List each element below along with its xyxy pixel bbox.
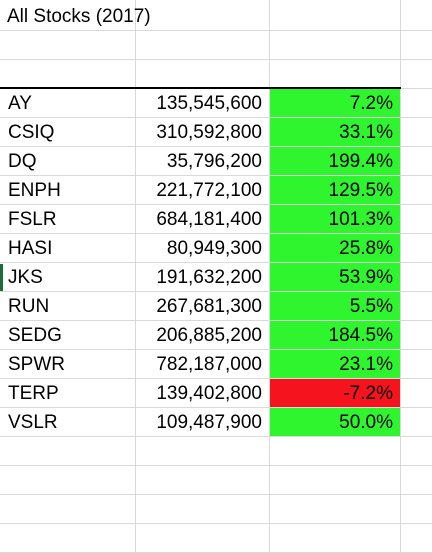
empty-cell[interactable] [401,466,432,495]
empty-cell[interactable] [0,524,136,553]
ticker-cell[interactable]: HASI [0,234,136,263]
table-row: SPWR 782,187,000 23.1% [0,350,432,379]
empty-cell[interactable] [401,524,432,553]
empty-cell[interactable] [0,466,136,495]
return-cell[interactable]: 5.5% [270,292,401,321]
volume-cell[interactable]: 782,187,000 [136,350,270,379]
volume-cell[interactable]: 206,885,200 [136,321,270,350]
table-row: CSIQ 310,592,800 33.1% [0,118,432,147]
sheet-row-empty [0,524,432,553]
empty-cell[interactable] [270,0,401,31]
return-cell[interactable]: 129.5% [270,176,401,205]
ticker-cell[interactable]: TERP [0,379,136,408]
return-cell[interactable]: 101.3% [270,205,401,234]
return-cell[interactable]: 53.9% [270,263,401,292]
empty-cell[interactable] [401,147,432,176]
empty-cell[interactable] [401,495,432,524]
table-row: ENPH 221,772,100 129.5% [0,176,432,205]
table-row: AY 135,545,600 7.2% [0,89,432,118]
sheet-row-title [0,0,432,31]
ticker-cell[interactable]: SPWR [0,350,136,379]
table-row: SEDG 206,885,200 184.5% [0,321,432,350]
empty-cell[interactable] [136,60,270,89]
empty-cell[interactable] [401,118,432,147]
empty-cell[interactable] [0,60,136,89]
sheet-title: All Stocks (2017) [7,6,151,27]
ticker-cell[interactable]: SEDG [0,321,136,350]
sheet-row-empty [0,466,432,495]
empty-cell[interactable] [401,89,432,118]
sheet-row-empty [0,31,432,60]
volume-cell[interactable]: 109,487,900 [136,408,270,437]
empty-cell[interactable] [136,31,270,60]
sheet-row-empty [0,437,432,466]
volume-cell[interactable]: 684,181,400 [136,205,270,234]
empty-cell[interactable] [270,437,401,466]
ticker-cell[interactable]: FSLR [0,205,136,234]
empty-cell[interactable] [136,495,270,524]
sheet-row-empty [0,60,432,89]
empty-cell[interactable] [401,292,432,321]
volume-cell[interactable]: 221,772,100 [136,176,270,205]
volume-cell[interactable]: 139,402,800 [136,379,270,408]
empty-cell[interactable] [401,176,432,205]
table-row: HASI 80,949,300 25.8% [0,234,432,263]
return-cell[interactable]: 23.1% [270,350,401,379]
ticker-cell[interactable]: VSLR [0,408,136,437]
empty-cell[interactable] [401,263,432,292]
title-cell[interactable] [0,0,136,31]
table-row: DQ 35,796,200 199.4% [0,147,432,176]
volume-cell[interactable]: 80,949,300 [136,234,270,263]
empty-cell[interactable] [401,31,432,60]
table-row: FSLR 684,181,400 101.3% [0,205,432,234]
sheet-row-empty [0,495,432,524]
return-cell[interactable]: 50.0% [270,408,401,437]
empty-cell[interactable] [270,466,401,495]
empty-cell[interactable] [401,350,432,379]
empty-cell[interactable] [0,31,136,60]
empty-cell[interactable] [401,0,432,31]
volume-cell[interactable]: 191,632,200 [136,263,270,292]
return-cell[interactable]: 25.8% [270,234,401,263]
empty-cell[interactable] [270,495,401,524]
return-cell[interactable]: 33.1% [270,118,401,147]
empty-cell[interactable] [401,437,432,466]
empty-cell[interactable] [401,321,432,350]
header-bottom-border [0,87,401,89]
table-row: JKS 191,632,200 53.9% [0,263,432,292]
return-cell[interactable]: 199.4% [270,147,401,176]
empty-cell[interactable] [136,0,270,31]
table-row: TERP 139,402,800 -7.2% [0,379,432,408]
ticker-cell[interactable]: RUN [0,292,136,321]
empty-cell[interactable] [270,524,401,553]
selected-row-marker [0,264,3,291]
ticker-cell[interactable]: AY [0,89,136,118]
empty-cell[interactable] [401,205,432,234]
volume-cell[interactable]: 310,592,800 [136,118,270,147]
empty-cell[interactable] [136,524,270,553]
table-row: RUN 267,681,300 5.5% [0,292,432,321]
empty-cell[interactable] [136,466,270,495]
volume-cell[interactable]: 135,545,600 [136,89,270,118]
return-cell[interactable]: 7.2% [270,89,401,118]
empty-cell[interactable] [270,31,401,60]
ticker-cell[interactable]: JKS [0,263,136,292]
empty-cell[interactable] [401,234,432,263]
volume-cell[interactable]: 267,681,300 [136,292,270,321]
ticker-cell[interactable]: CSIQ [0,118,136,147]
empty-cell[interactable] [401,379,432,408]
empty-cell[interactable] [401,60,432,89]
ticker-cell[interactable]: DQ [0,147,136,176]
empty-cell[interactable] [270,60,401,89]
empty-cell[interactable] [0,495,136,524]
volume-cell[interactable]: 35,796,200 [136,147,270,176]
empty-cell[interactable] [136,437,270,466]
return-cell[interactable]: -7.2% [270,379,401,408]
empty-cell[interactable] [0,437,136,466]
ticker-cell[interactable]: ENPH [0,176,136,205]
empty-cell[interactable] [401,408,432,437]
table-row: VSLR 109,487,900 50.0% [0,408,432,437]
return-cell[interactable]: 184.5% [270,321,401,350]
